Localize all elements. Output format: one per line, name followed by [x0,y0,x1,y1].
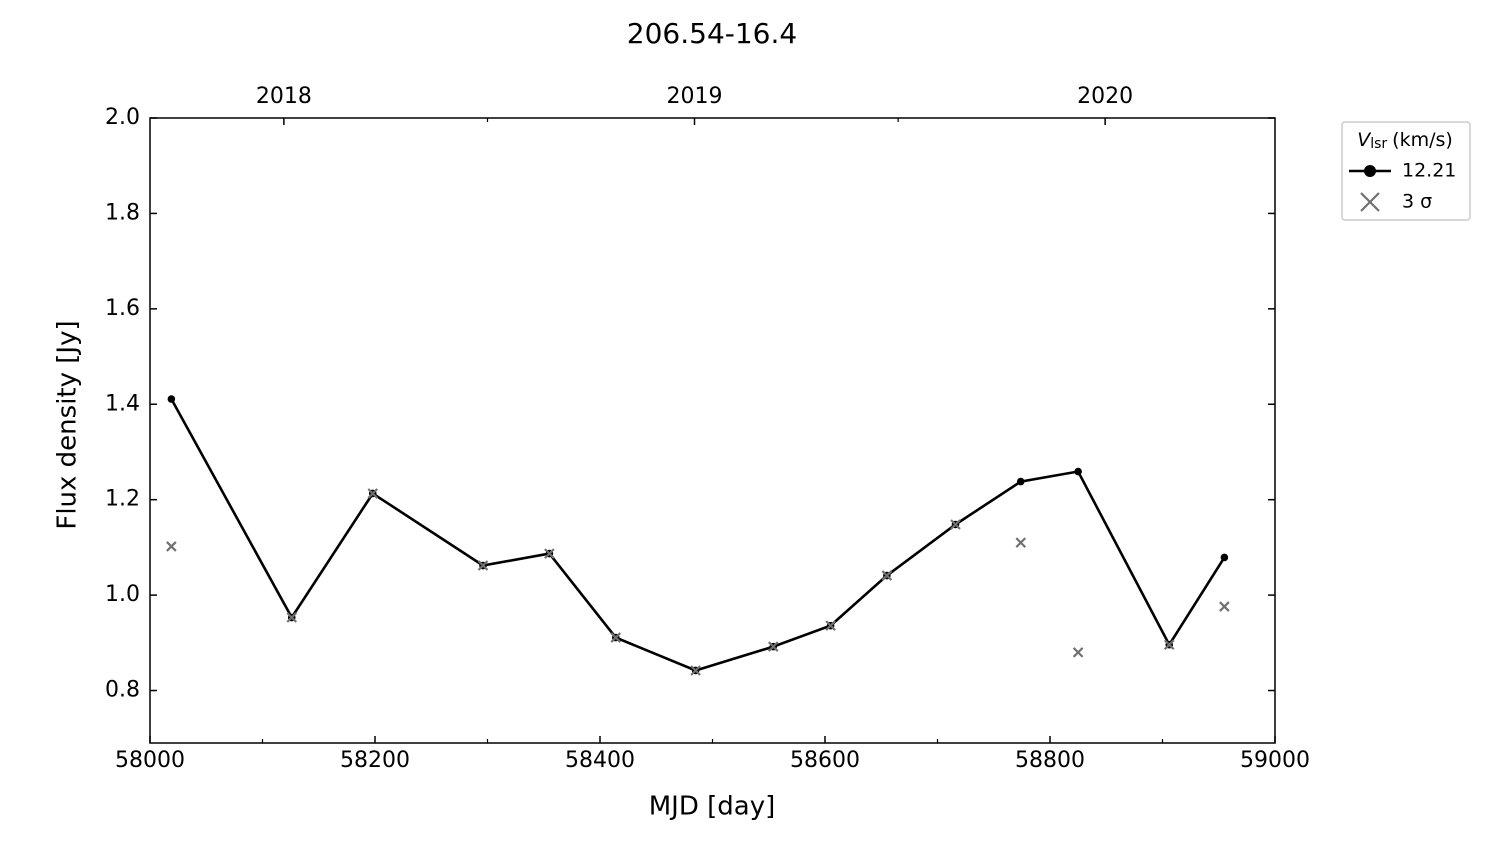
x-marker [610,632,622,643]
legend-title-symbol: V [1357,129,1372,151]
legend-title: Vlsr (km/s) [1357,129,1453,153]
y-tick-label: 1.0 [105,582,140,607]
y-tick-label: 1.6 [105,296,140,321]
x-marker [477,560,489,571]
x-marker [1219,601,1230,612]
x-tick-label: 58200 [340,748,410,773]
x-marker [690,665,701,676]
x-tick-label: 58800 [1015,748,1085,773]
chart-title: 206.54-16.4 [627,17,797,50]
x-axis-label: MJD [day] [649,792,776,822]
x-marker [166,541,177,552]
x2-tick-label: 2018 [256,84,312,109]
y-tick-label: 1.8 [105,200,140,225]
dot-marker [1364,165,1376,177]
x-tick-label: 58000 [115,748,185,773]
x-marker [1360,192,1380,212]
dot-marker [167,395,176,403]
x-marker [286,612,298,623]
legend-title-subscript: lsr [1370,136,1387,152]
x-tick-label: 58600 [790,748,860,773]
dot-marker [1220,553,1229,562]
legend-box [1341,121,1471,221]
y-tick-label: 1.2 [105,487,140,512]
y-tick-label: 2.0 [105,105,140,130]
x-marker [367,488,379,499]
x-marker [544,548,555,559]
x-marker [950,519,961,530]
y-tick-label: 0.8 [105,678,140,703]
dot-marker [1016,477,1025,486]
legend: Vlsr (km/s) 12.21 3 σ [1341,121,1471,221]
x-tick-label: 58400 [565,748,635,773]
x-marker [825,620,836,631]
x-tick-label: 59000 [1240,748,1310,773]
series-line [170,398,1226,672]
x-marker [767,641,779,652]
y-axis-label: Flux density [Jy] [53,320,83,529]
y-tick-label: 1.4 [105,391,140,416]
x-marker [881,570,893,581]
legend-label: 3 σ [1402,191,1432,213]
x2-tick-label: 2019 [667,84,723,109]
x-marker [1072,647,1084,658]
x-marker [1015,537,1027,548]
plot-frame [149,117,1276,744]
legend-title-unit: (km/s) [1392,129,1453,151]
x2-tick-label: 2020 [1077,84,1133,109]
x-marker [1163,639,1175,650]
series [166,488,1230,676]
legend-label: 12.21 [1402,160,1456,182]
series [167,395,1229,675]
dot-marker [1074,467,1082,476]
